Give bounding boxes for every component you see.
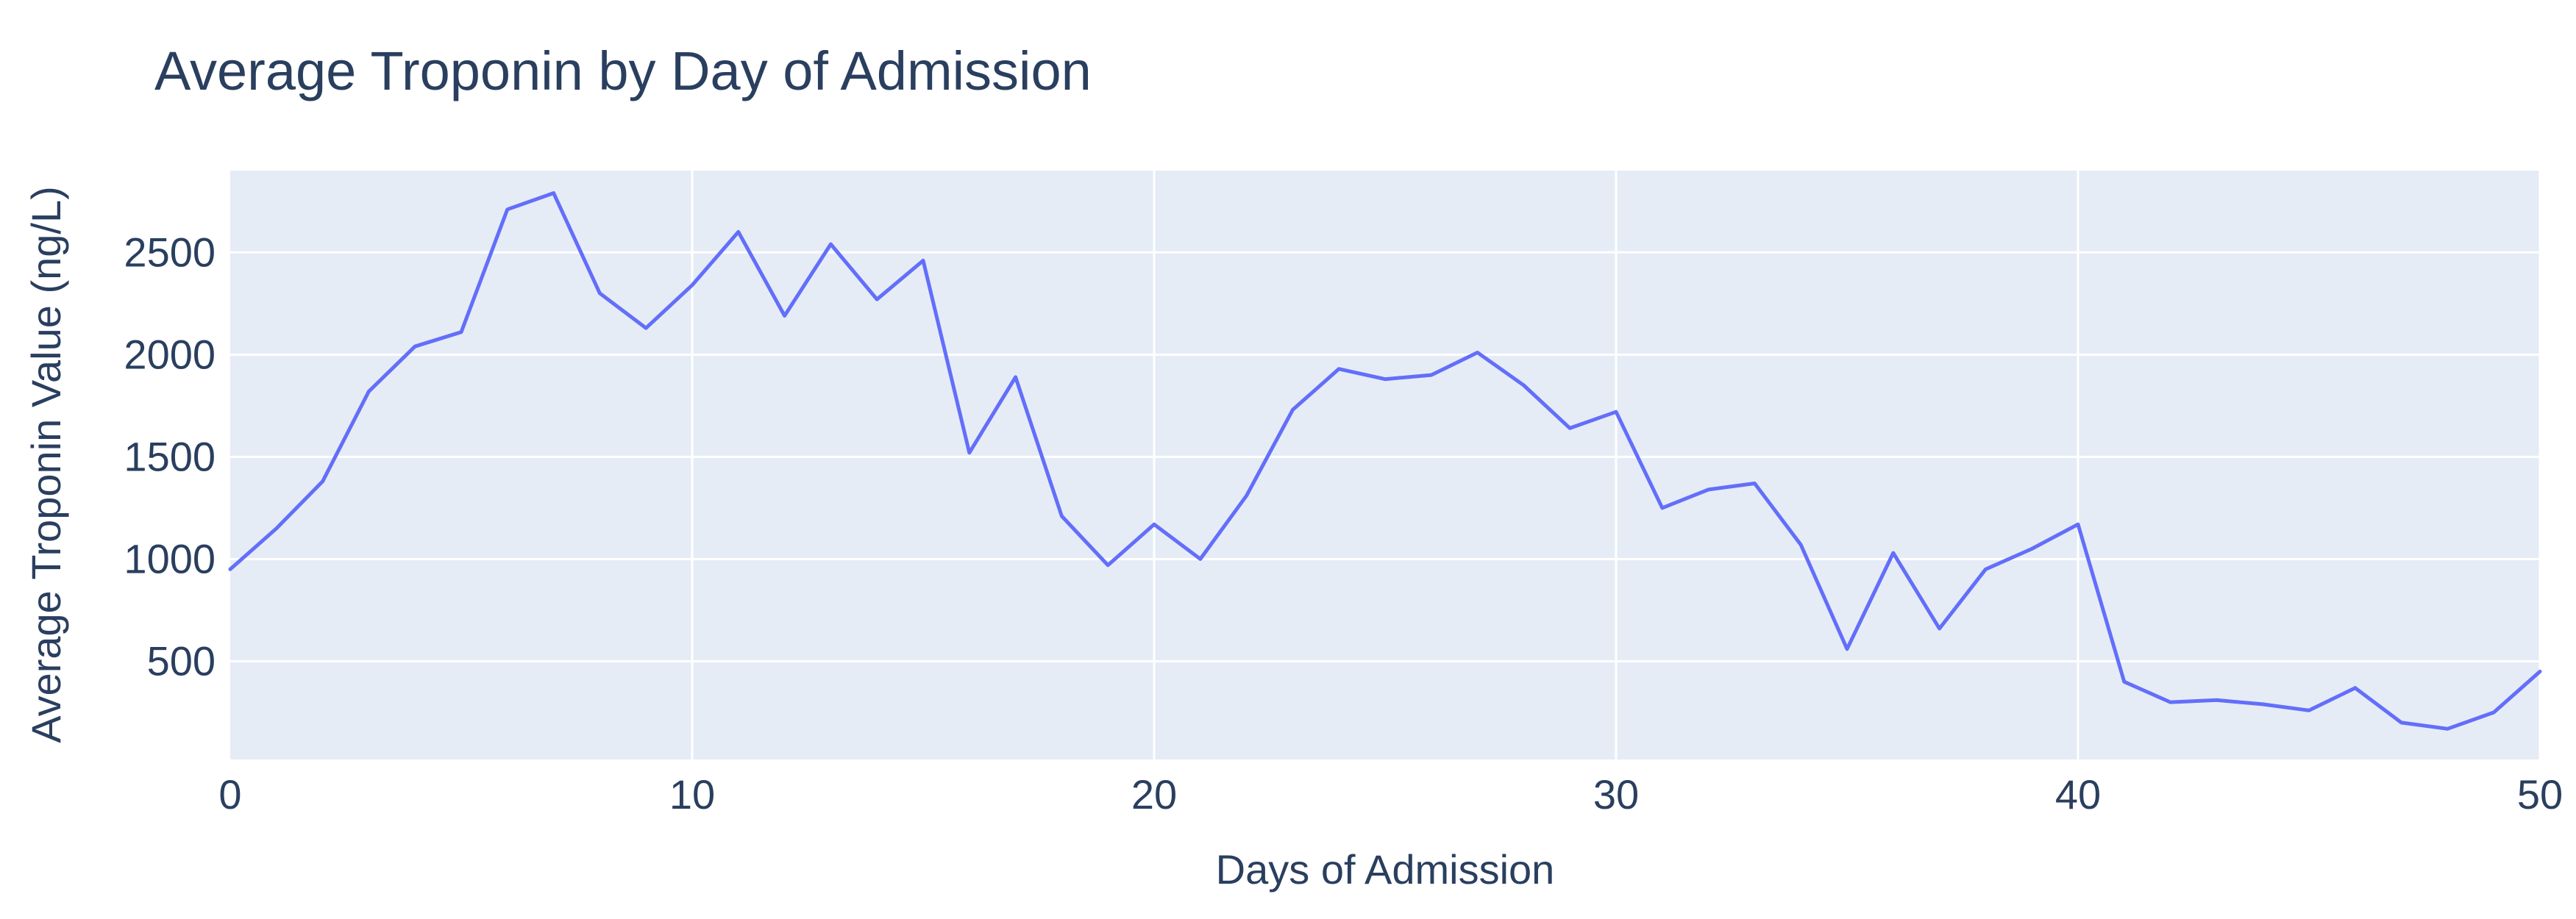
y-tick-label: 1500 xyxy=(124,433,216,479)
x-axis-label: Days of Admission xyxy=(1216,846,1555,893)
data-point xyxy=(2029,546,2035,552)
data-point xyxy=(2121,679,2127,684)
data-point xyxy=(227,566,233,572)
y-tick-label: 2500 xyxy=(124,229,216,275)
data-point xyxy=(320,479,326,484)
x-tick-label: 20 xyxy=(1131,771,1177,818)
data-point xyxy=(1244,493,1250,498)
data-point xyxy=(1289,407,1295,412)
data-point xyxy=(1613,409,1619,415)
data-point xyxy=(1659,505,1665,511)
data-point xyxy=(736,229,741,235)
x-tick-label: 50 xyxy=(2517,771,2563,818)
data-point xyxy=(2213,697,2219,703)
x-axis-ticks: 0 10 20 30 40 50 xyxy=(218,771,2563,818)
data-point xyxy=(643,325,649,331)
data-point xyxy=(1982,566,1988,572)
data-point xyxy=(2260,701,2266,707)
data-point xyxy=(366,388,371,394)
data-point xyxy=(1105,562,1111,568)
series-group xyxy=(227,190,2543,732)
data-point xyxy=(2168,699,2174,705)
data-point xyxy=(874,296,880,302)
data-point xyxy=(597,290,602,296)
y-tick-label: 500 xyxy=(147,638,216,684)
data-point xyxy=(1428,372,1434,378)
data-point xyxy=(828,241,833,247)
data-point xyxy=(2306,707,2312,713)
x-tick-label: 30 xyxy=(1593,771,1639,818)
data-point xyxy=(2444,726,2450,732)
x-tick-label: 10 xyxy=(669,771,715,818)
data-point xyxy=(1706,487,1712,493)
data-point xyxy=(2075,521,2081,527)
data-point xyxy=(1890,550,1896,556)
data-point xyxy=(458,329,464,335)
data-point xyxy=(412,343,418,349)
data-point xyxy=(1475,350,1481,356)
data-point xyxy=(1013,374,1019,380)
data-point xyxy=(505,207,510,212)
data-point xyxy=(1058,513,1064,519)
data-point xyxy=(1751,481,1757,487)
data-point xyxy=(551,190,557,196)
data-point xyxy=(1198,556,1203,562)
data-point xyxy=(1937,626,1943,632)
data-point xyxy=(2537,668,2543,674)
plot-area xyxy=(230,171,2540,759)
data-point xyxy=(689,282,695,288)
data-point xyxy=(2352,685,2358,691)
x-tick-label: 0 xyxy=(218,771,241,818)
data-point xyxy=(920,257,926,263)
chart-title: Average Troponin by Day of Admission xyxy=(154,40,1092,101)
data-point xyxy=(1798,542,1804,548)
data-point xyxy=(2491,709,2497,715)
y-tick-label: 1000 xyxy=(124,535,216,582)
series-line xyxy=(228,191,2542,731)
x-tick-label: 40 xyxy=(2055,771,2101,818)
data-point xyxy=(1520,382,1526,388)
y-axis-ticks: 500 1000 1500 2000 2500 xyxy=(124,229,216,684)
data-point xyxy=(1382,376,1388,382)
data-point xyxy=(1151,521,1157,527)
data-point xyxy=(1336,366,1342,372)
data-point xyxy=(782,312,788,318)
data-point xyxy=(1567,425,1573,431)
data-point xyxy=(967,450,972,456)
data-point xyxy=(2399,720,2405,726)
data-point xyxy=(1844,646,1850,652)
grid-lines xyxy=(230,171,2541,759)
data-point xyxy=(274,526,280,532)
y-tick-label: 2000 xyxy=(124,331,216,377)
y-axis-label: Average Troponin Value (ng/L) xyxy=(23,186,69,743)
